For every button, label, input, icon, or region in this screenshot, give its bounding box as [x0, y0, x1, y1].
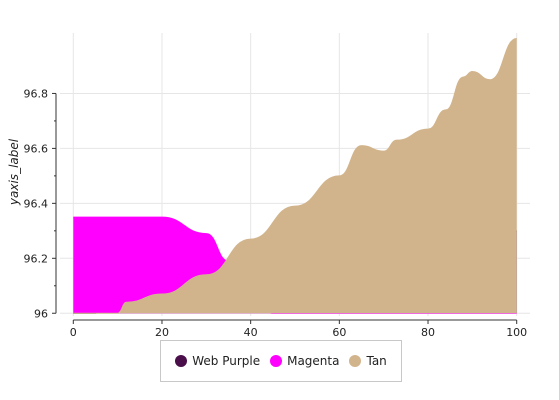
- y-tick-label: 96.4: [24, 197, 49, 210]
- legend-label-web-purple: Web Purple: [192, 354, 261, 368]
- x-tick-label: 60: [332, 326, 346, 339]
- legend-label-magenta: Magenta: [287, 354, 340, 368]
- legend-item-magenta: Magenta: [270, 354, 339, 368]
- legend-swatch-tan: [349, 355, 362, 367]
- y-axis-label: yaxis_label: [7, 138, 21, 206]
- y-tick-label: 96.8: [24, 87, 49, 100]
- area-tan: [73, 38, 517, 314]
- legend-swatch-magenta: [270, 355, 283, 367]
- legend-item-web-purple: Web Purple: [175, 354, 260, 368]
- axes: 0 20 40 60 80 100 96 96.2 96.4 96.6 96.8: [24, 87, 528, 339]
- x-tick-label: 20: [155, 326, 169, 339]
- legend: Web Purple Magenta Tan: [160, 340, 402, 382]
- series-layer: [73, 37, 517, 314]
- y-tick-label: 96: [34, 307, 48, 320]
- legend-label-tan: Tan: [366, 354, 387, 368]
- y-tick-label: 96.6: [24, 142, 49, 155]
- x-tick-label: 40: [244, 326, 258, 339]
- y-tick-label: 96.2: [24, 252, 49, 265]
- x-tick-label: 80: [421, 326, 435, 339]
- legend-swatch-web-purple: [175, 355, 188, 367]
- x-tick-label: 0: [70, 326, 77, 339]
- line-tan: [73, 37, 517, 314]
- x-tick-label: 100: [506, 326, 527, 339]
- legend-item-tan: Tan: [349, 354, 387, 368]
